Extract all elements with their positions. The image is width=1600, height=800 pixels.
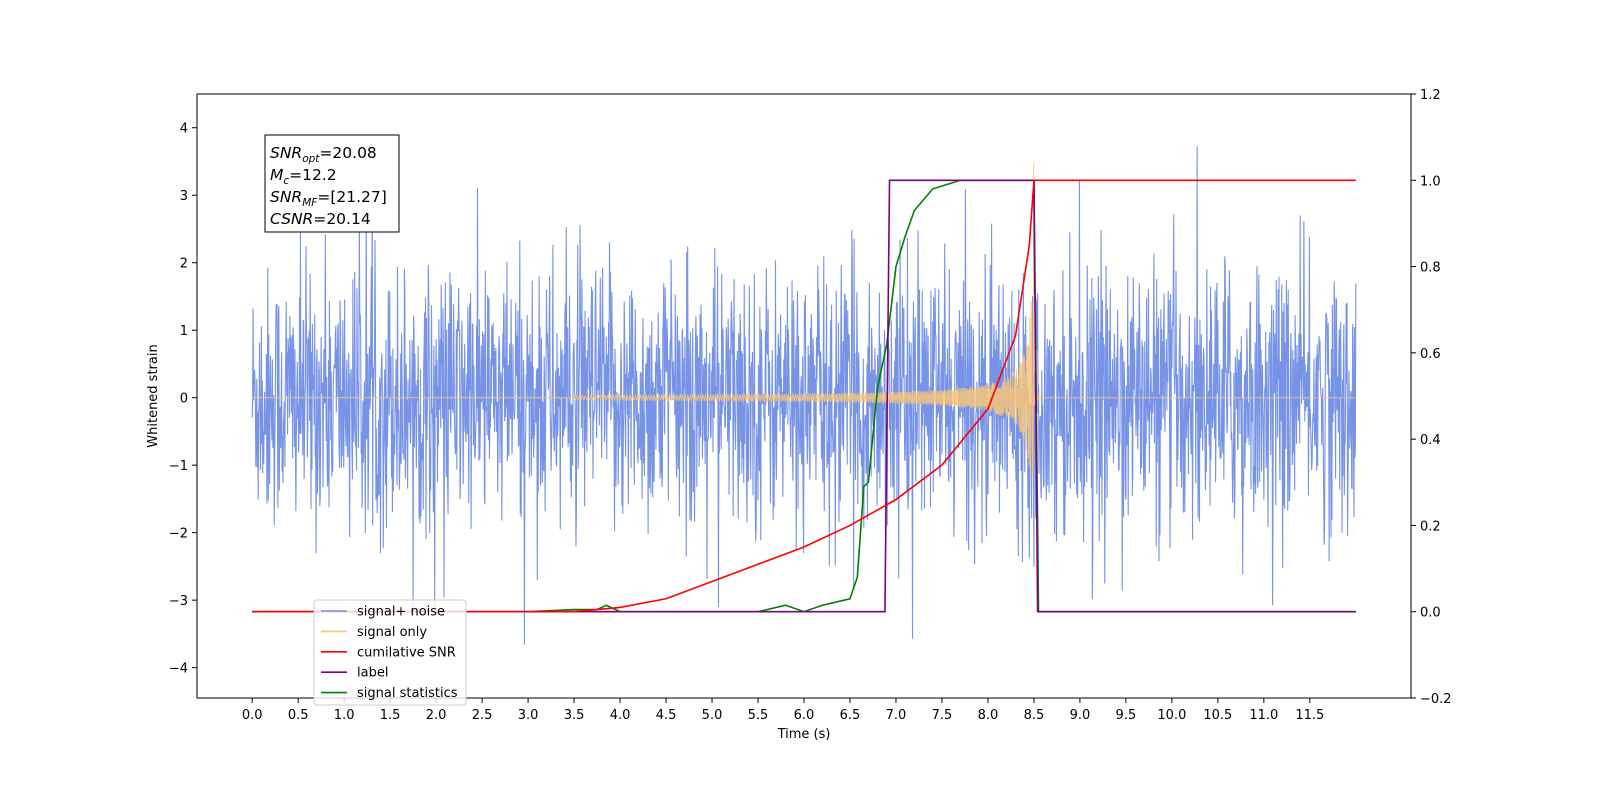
y-tick-label: 2 (180, 257, 188, 272)
legend-label: label (357, 666, 388, 681)
legend-label: signal statistics (357, 686, 458, 701)
x-tick-label: 0.5 (288, 708, 309, 723)
x-tick-label: 3.0 (518, 708, 539, 723)
x-tick-label: 2.0 (426, 708, 447, 723)
annotation-box: SNRopt=20.08Mc=12.2SNRMF=[21.27]CSNR=20.… (264, 134, 400, 233)
x-tick-label: 3.5 (564, 708, 585, 723)
x-axis-label: Time (s) (777, 727, 831, 742)
x-tick-label: 5.5 (748, 708, 769, 723)
legend-label: signal+ noise (357, 605, 445, 620)
x-tick-label: 1.0 (334, 708, 355, 723)
legend-label: signal only (357, 625, 427, 640)
y2-tick-label: 1.0 (1420, 174, 1441, 189)
x-tick-label: 9.0 (1070, 708, 1091, 723)
y-tick-label: −4 (169, 662, 188, 677)
x-tick-label: 0.0 (242, 708, 263, 723)
x-tick-label: 10.0 (1157, 708, 1186, 723)
x-tick-label: 6.0 (794, 708, 815, 723)
y-tick-label: −2 (169, 527, 188, 542)
x-tick-label: 4.5 (656, 708, 677, 723)
annotation-line: SNRMF=[21.27] (270, 188, 387, 209)
y2-tick-label: 0.8 (1420, 261, 1441, 276)
y2-tick-label: 0.0 (1420, 606, 1441, 621)
legend: signal+ noise signal only cumilative SNR la… (313, 599, 467, 706)
x-tick-label: 11.5 (1295, 708, 1324, 723)
x-tick-label: 8.0 (978, 708, 999, 723)
y2-tick-label: 0.2 (1420, 519, 1441, 534)
y-tick-label: −3 (169, 594, 188, 609)
signal-only-series (252, 162, 1356, 489)
y-tick-label: 1 (180, 324, 188, 339)
x-tick-label: 1.5 (380, 708, 401, 723)
x-tick-label: 11.0 (1249, 708, 1278, 723)
y-tick-label: 0 (180, 392, 188, 407)
annotation-line: Mc=12.2 (270, 166, 337, 187)
y-axis-label: Whitened strain (146, 344, 161, 447)
y-axis-ticks: 4 3 2 1 0 −1 −2 −3 −4 (169, 122, 197, 677)
cumulative-snr-line (252, 179, 1356, 613)
y2-tick-label: 1.2 (1420, 88, 1441, 103)
x-tick-label: 6.5 (840, 708, 861, 723)
annotation-line: CSNR=20.14 (270, 210, 371, 228)
x-axis-ticks: 0.0 0.5 1.0 1.5 2.0 2.5 3.0 3.5 4.0 4.5 5.0 5.5 6.0 6… (242, 698, 1324, 723)
right-axis-series (252, 179, 1356, 613)
signal-noise-line (251, 146, 1357, 645)
legend-label: cumilative SNR (357, 645, 456, 660)
x-tick-label: 2.5 (472, 708, 493, 723)
y-tick-label: 3 (180, 189, 188, 204)
signal-only-line (252, 162, 1356, 489)
y2-tick-label: 0.4 (1420, 433, 1441, 448)
y2-tick-label: 0.6 (1420, 347, 1441, 362)
x-tick-label: 10.5 (1203, 708, 1232, 723)
y-tick-label: 4 (180, 122, 188, 137)
annotation-line: SNRopt=20.08 (270, 144, 377, 165)
x-tick-label: 5.0 (702, 708, 723, 723)
x-tick-label: 7.5 (932, 708, 953, 723)
x-tick-label: 7.0 (886, 708, 907, 723)
x-tick-label: 4.0 (610, 708, 631, 723)
y2-axis-ticks: 1.2 1.0 0.8 0.6 0.4 0.2 0.0 −0.2 (1411, 88, 1452, 707)
y2-tick-label: −0.2 (1420, 692, 1452, 707)
signal-noise-series (251, 146, 1357, 645)
x-tick-label: 8.5 (1024, 708, 1045, 723)
y-tick-label: −1 (169, 459, 188, 474)
label-line (252, 179, 1356, 613)
x-tick-label: 9.5 (1116, 708, 1137, 723)
